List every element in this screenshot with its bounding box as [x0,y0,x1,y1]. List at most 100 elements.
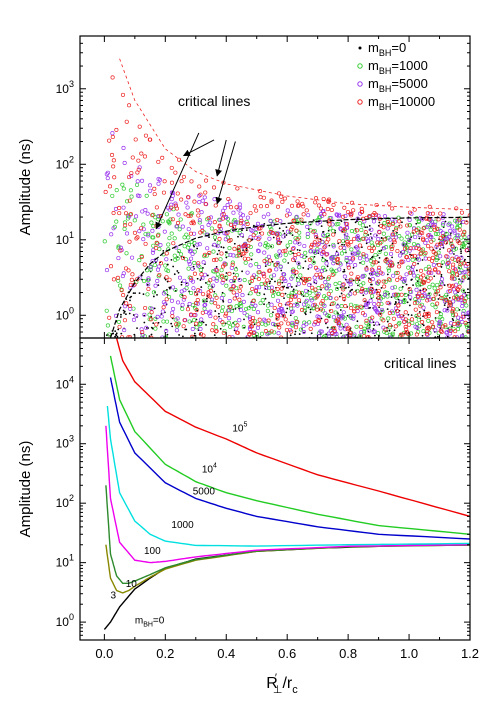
point-mBH=5000 [170,310,175,315]
point-mBH=5000 [441,221,446,226]
point-mBH=10000 [329,308,334,314]
point-mBH=0 [283,285,286,288]
point-mBH=5000 [425,332,430,337]
point-mBH=0 [271,260,274,263]
point-mBH=10000 [429,246,434,251]
point-mBH=10000 [227,305,232,310]
point-mBH=10000 [464,220,469,225]
point-mBH=1000 [308,296,314,301]
point-mBH=10000 [251,233,256,238]
point-mBH=10000 [359,289,364,294]
point-mBH=10000 [143,241,148,246]
point-mBH=1000 [322,267,327,273]
point-mBH=0 [214,239,216,241]
point-mBH=1000 [339,323,344,328]
point-mBH=1000 [116,319,121,324]
point-mBH=0 [112,332,115,335]
point-mBH=0 [278,227,281,230]
point-mBH=10000 [258,195,263,200]
point-mBH=1000 [457,265,462,270]
point-mBH=0 [115,334,118,337]
point-mBH=1000 [230,260,235,265]
point-mBH=0 [338,295,341,298]
point-mBH=10000 [198,332,204,337]
point-mBH=0 [263,222,266,225]
point-mBH=0 [298,333,301,335]
point-mBH=1000 [122,220,128,225]
point-mBH=5000 [391,292,397,297]
point-mBH=10000 [257,317,262,322]
point-mBH=1000 [204,253,209,258]
point-mBH=1000 [420,296,425,301]
point-mBH=1000 [189,290,194,296]
point-mBH=0 [443,284,446,287]
point-mBH=0 [302,267,305,269]
point-mBH=10000 [449,238,454,243]
point-mBH=10000 [152,192,157,197]
point-mBH=5000 [407,248,412,253]
point-mBH=5000 [135,179,140,184]
point-mBH=1000 [366,325,371,330]
point-mBH=10000 [319,301,324,306]
point-mBH=10000 [207,294,212,299]
point-mBH=1000 [233,320,238,325]
point-mBH=0 [214,310,217,312]
point-mBH=10000 [194,292,199,297]
point-mBH=5000 [271,273,276,278]
point-mBH=5000 [181,297,186,302]
point-mBH=1000 [237,230,242,235]
top-critical-line-red [119,58,470,211]
point-mBH=10000 [447,269,452,274]
point-mBH=1000 [265,245,270,250]
point-mBH=0 [379,313,382,315]
point-mBH=0 [349,290,352,293]
point-mBH=10000 [238,284,243,289]
point-mBH=5000 [431,262,436,268]
point-mBH=0 [196,277,199,280]
point-mBH=5000 [348,314,354,319]
point-mBH=0 [352,266,355,269]
point-mBH=1000 [114,219,119,224]
point-mBH=5000 [318,329,323,334]
point-mBH=10000 [418,275,424,280]
point-mBH=10000 [336,256,341,261]
point-mBH=0 [302,295,305,297]
point-mBH=1000 [435,282,440,287]
point-mBH=1000 [432,286,437,291]
point-mBH=10000 [432,267,437,272]
point-mBH=10000 [397,264,402,269]
point-mBH=1000 [215,272,220,277]
point-mBH=5000 [164,328,169,333]
point-mBH=1000 [259,281,264,287]
point-mBH=1000 [243,260,248,265]
point-mBH=10000 [169,205,174,210]
point-mBH=5000 [231,283,236,289]
point-mBH=0 [365,242,368,245]
point-mBH=5000 [253,303,258,308]
point-mBH=5000 [295,303,300,308]
point-mBH=5000 [411,246,416,251]
point-mBH=5000 [104,268,110,273]
point-mBH=5000 [308,264,313,269]
point-mBH=10000 [336,317,341,322]
point-mBH=10000 [308,326,313,331]
point-mBH=0 [321,256,324,259]
point-mBH=10000 [127,103,132,108]
point-mBH=5000 [144,325,149,330]
point-mBH=10000 [414,245,419,251]
point-mBH=5000 [148,265,153,270]
point-mBH=5000 [358,256,363,261]
point-mBH=10000 [282,314,287,319]
point-mBH=10000 [223,311,229,316]
point-mBH=0 [341,243,343,246]
curve-label: 1000 [171,520,194,531]
point-mBH=0 [240,255,243,258]
point-mBH=10000 [434,226,439,231]
point-mBH=10000 [231,290,236,295]
point-mBH=10000 [199,272,204,277]
point-mBH=10000 [148,317,154,322]
point-mBH=1000 [458,280,463,285]
point-mBH=0 [283,297,285,300]
point-mBH=10000 [232,296,237,301]
point-mBH=10000 [189,275,194,281]
